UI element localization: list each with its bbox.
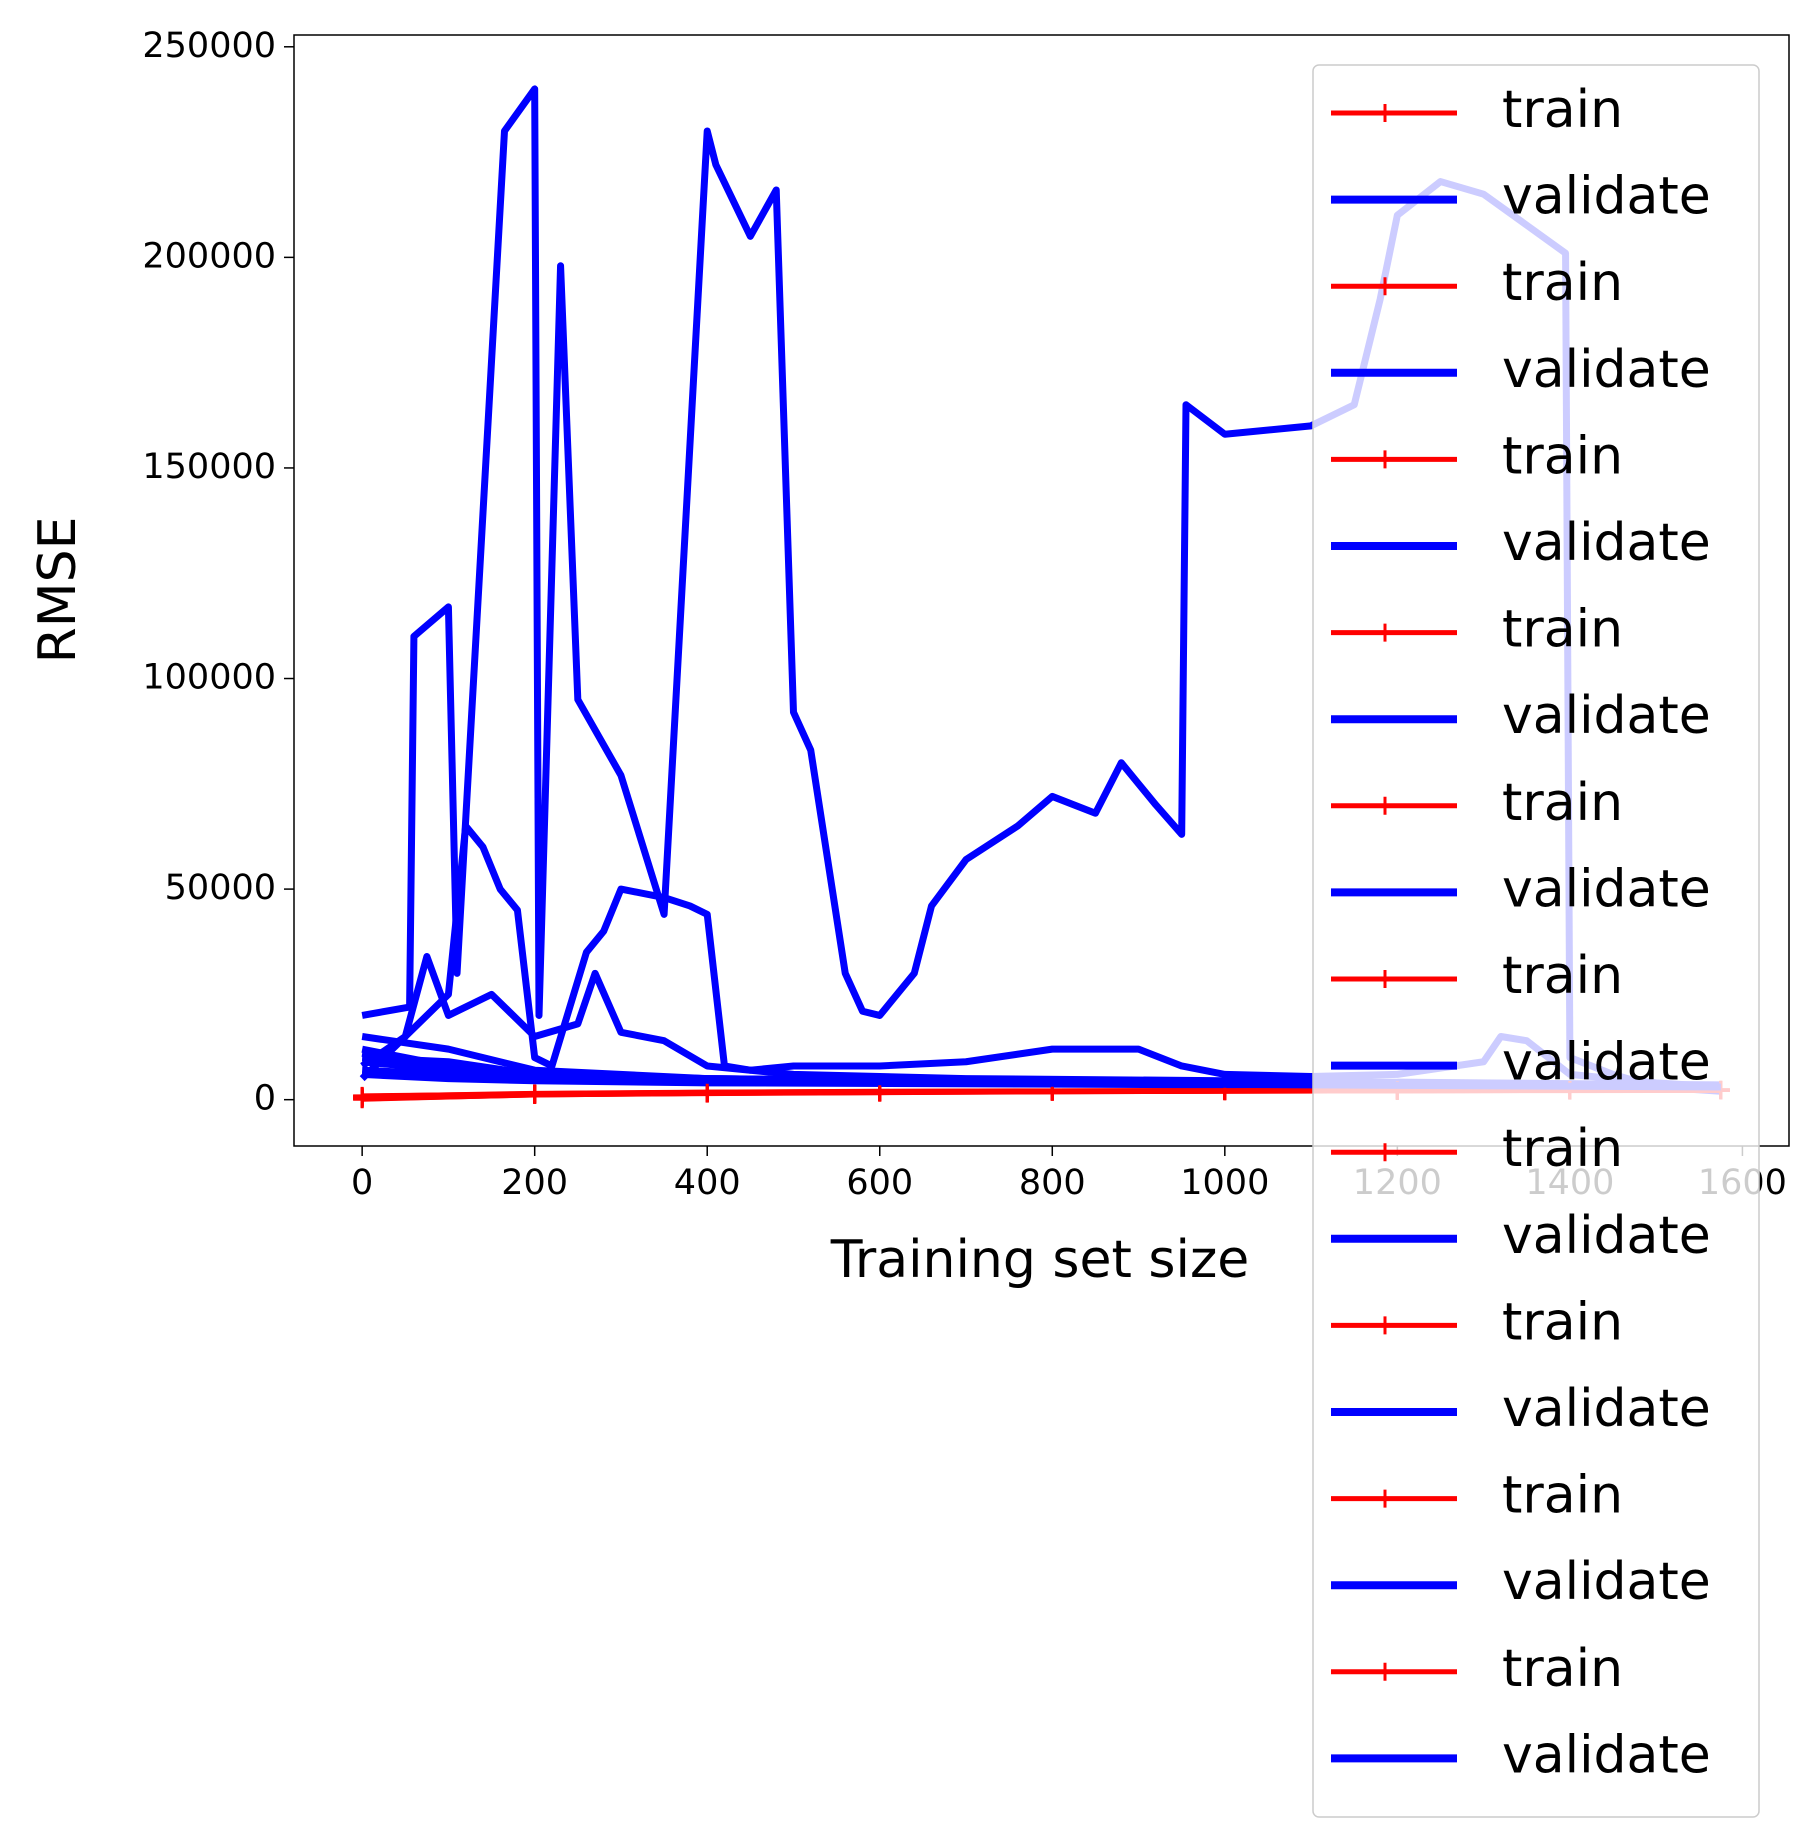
legend-marker	[1376, 1316, 1394, 1335]
legend-label: train	[1502, 253, 1623, 313]
legend-label: validate	[1502, 1725, 1711, 1785]
legend-marker	[1376, 450, 1394, 469]
legend-label: train	[1502, 1466, 1623, 1526]
legend-label: validate	[1502, 167, 1711, 227]
legend-label: train	[1502, 1639, 1623, 1699]
legend-label: train	[1502, 1292, 1623, 1352]
y-tick-label: 50000	[165, 868, 276, 908]
y-tick-label: 100000	[142, 658, 276, 698]
x-tick-label: 600	[846, 1163, 913, 1203]
y-tick-label: 0	[254, 1079, 276, 1119]
legend-marker	[1376, 796, 1394, 815]
legend-label: validate	[1502, 340, 1711, 400]
x-axis-label: Training set size	[830, 1230, 1250, 1290]
x-tick-label: 800	[1019, 1163, 1086, 1203]
legend-label: train	[1502, 946, 1623, 1006]
legend-box	[1312, 64, 1760, 1818]
x-tick-label: 400	[674, 1163, 741, 1203]
marker	[870, 1082, 889, 1101]
x-tick-label: 200	[501, 1163, 568, 1203]
y-tick-label: 150000	[142, 447, 276, 487]
legend-label: train	[1502, 600, 1623, 660]
marker	[698, 1083, 717, 1102]
legend-marker	[1376, 1489, 1394, 1508]
legend-label: train	[1502, 773, 1623, 833]
legend-marker	[1376, 1143, 1394, 1162]
legend: train validate train validate train validate t…	[1312, 64, 1760, 1818]
legend-label: validate	[1502, 686, 1711, 746]
legend-marker	[1376, 1662, 1394, 1681]
y-axis-label: RMSE	[28, 517, 88, 664]
legend-label: validate	[1502, 513, 1711, 573]
y-tick-label: 200000	[142, 236, 276, 276]
legend-marker	[1376, 970, 1394, 988]
legend-label: validate	[1502, 1033, 1711, 1093]
x-tick-label: 0	[351, 1163, 373, 1203]
y-tick-label: 250000	[142, 26, 276, 66]
legend-label: validate	[1502, 1206, 1711, 1266]
legend-label: validate	[1502, 859, 1711, 919]
legend-label: validate	[1502, 1379, 1711, 1439]
legend-marker	[1376, 623, 1394, 642]
marker	[353, 1087, 372, 1106]
legend-label: train	[1502, 80, 1623, 140]
x-tick-label: 1000	[1180, 1163, 1269, 1203]
axes-frame	[293, 34, 1790, 1147]
legend-marker	[1376, 104, 1394, 122]
legend-label: train	[1502, 426, 1623, 486]
marker	[525, 1084, 544, 1103]
legend-marker	[1376, 277, 1394, 296]
legend-label: train	[1502, 1119, 1623, 1179]
legend-label: validate	[1502, 1552, 1711, 1612]
